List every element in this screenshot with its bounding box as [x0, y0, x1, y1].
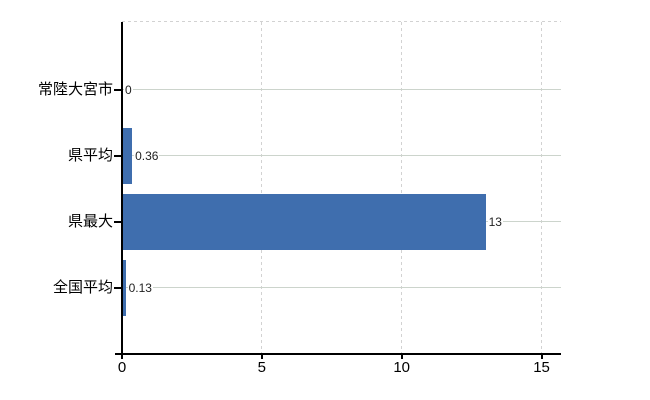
h-gridline [123, 89, 561, 90]
v-gridline [261, 22, 263, 353]
x-tick-label: 5 [257, 359, 267, 376]
y-axis-tick [114, 154, 121, 157]
category-label: 全国平均 [52, 278, 113, 296]
y-axis-line [120, 22, 123, 355]
x-axis-tick [540, 355, 543, 359]
v-gridline [541, 22, 543, 353]
category-label: 県平均 [67, 146, 113, 164]
bar-3 [122, 259, 126, 316]
value-label: 0.36 [134, 148, 160, 163]
x-axis-line [115, 353, 561, 355]
bar-1 [122, 127, 133, 184]
y-axis-tick [114, 88, 121, 91]
plot-top-border [122, 21, 561, 22]
value-label: 0.13 [127, 280, 153, 295]
category-label: 常陸大宮市 [37, 80, 113, 98]
value-label: 13 [487, 214, 503, 229]
x-axis-tick [400, 355, 403, 359]
category-label: 県最大 [67, 212, 113, 230]
h-gridline [123, 155, 561, 156]
x-axis-tick [260, 355, 263, 359]
x-tick-label: 0 [117, 359, 127, 376]
x-tick-label: 15 [533, 359, 550, 376]
y-axis-tick [114, 220, 121, 223]
bar-2 [122, 193, 486, 250]
x-tick-label: 10 [393, 359, 411, 376]
y-axis-tick [114, 286, 121, 289]
x-axis-tick [121, 355, 123, 359]
v-gridline [401, 22, 403, 353]
value-label: 0 [124, 82, 133, 97]
h-gridline [123, 287, 561, 288]
